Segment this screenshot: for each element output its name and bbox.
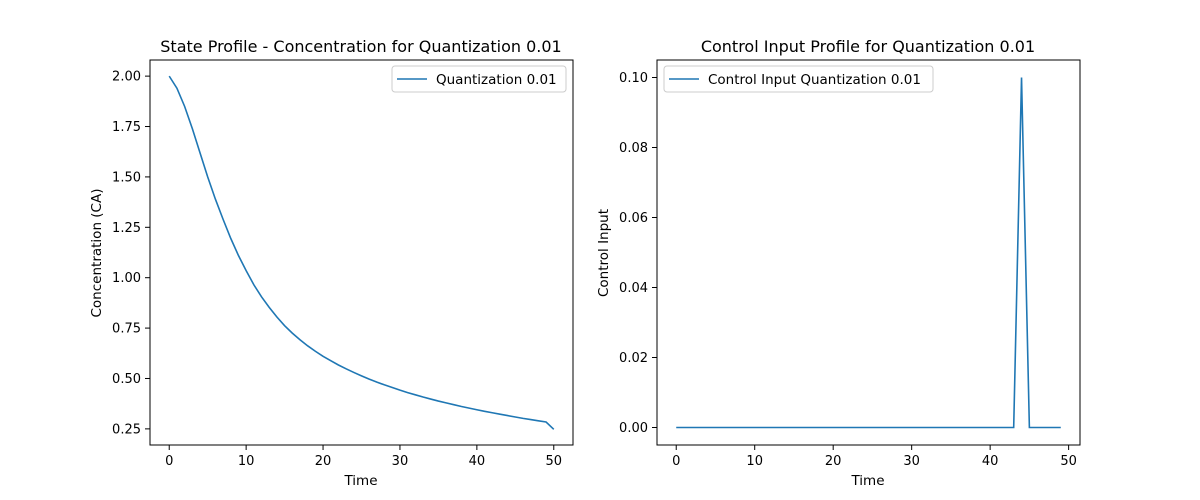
series-line-control-input <box>676 77 1061 429</box>
control-input-chart: Control Input Profile for Quantization 0… <box>596 37 1081 489</box>
y-axis-label: Concentration (CA) <box>89 189 105 318</box>
chart-title: State Profile - Concentration for Quanti… <box>160 37 561 56</box>
plot-frame <box>656 59 1081 446</box>
x-axis-label: Time <box>343 473 377 489</box>
x-tick-label: 50 <box>1060 454 1077 469</box>
x-axis-label: Time <box>850 473 884 489</box>
y-tick-label: 1.75 <box>112 120 141 135</box>
legend-label: Quantization 0.01 <box>436 72 557 88</box>
y-tick-label: 0.50 <box>112 372 141 387</box>
legend-label: Control Input Quantization 0.01 <box>708 72 921 88</box>
x-ticks: 0 10 20 30 40 50 <box>165 445 562 469</box>
y-tick-label: 0.04 <box>619 281 648 296</box>
y-tick-label: 0.75 <box>112 322 141 337</box>
y-ticks: 0.00 0.02 0.04 0.06 0.08 0.10 <box>619 71 657 436</box>
x-tick-label: 50 <box>545 454 562 469</box>
x-tick-label: 40 <box>469 454 486 469</box>
y-tick-label: 1.00 <box>112 271 141 286</box>
y-tick-label: 0.10 <box>619 71 648 86</box>
legend-box <box>663 65 934 93</box>
y-tick-label: 0.02 <box>619 351 648 366</box>
x-tick-label: 0 <box>672 454 680 469</box>
x-ticks: 0 10 20 30 40 50 <box>672 445 1077 469</box>
y-tick-label: 0.08 <box>619 141 648 156</box>
x-tick-label: 30 <box>392 454 409 469</box>
legend-box <box>391 65 567 93</box>
x-tick-label: 30 <box>903 454 920 469</box>
x-tick-label: 10 <box>746 454 763 469</box>
x-tick-label: 20 <box>825 454 842 469</box>
y-tick-label: 1.25 <box>112 221 141 236</box>
x-tick-label: 10 <box>238 454 255 469</box>
legend: Control Input Quantization 0.01 <box>663 65 934 93</box>
x-tick-label: 0 <box>165 454 173 469</box>
x-tick-label: 40 <box>982 454 999 469</box>
chart-title: Control Input Profile for Quantization 0… <box>701 37 1035 56</box>
y-tick-label: 0.00 <box>619 421 648 436</box>
y-tick-label: 1.50 <box>112 170 141 185</box>
y-tick-label: 0.25 <box>112 422 141 437</box>
legend: Quantization 0.01 <box>391 65 567 93</box>
y-ticks: 0.25 0.50 0.75 1.00 1.25 1.50 1.75 2.00 <box>112 70 150 437</box>
y-tick-label: 0.06 <box>619 211 648 226</box>
plot-frame <box>149 59 574 446</box>
y-tick-label: 2.00 <box>112 70 141 85</box>
series-line-concentration <box>168 75 555 430</box>
state-profile-chart: State Profile - Concentration for Quanti… <box>89 37 574 489</box>
y-axis-label: Control Input <box>596 209 612 297</box>
x-tick-label: 20 <box>315 454 332 469</box>
